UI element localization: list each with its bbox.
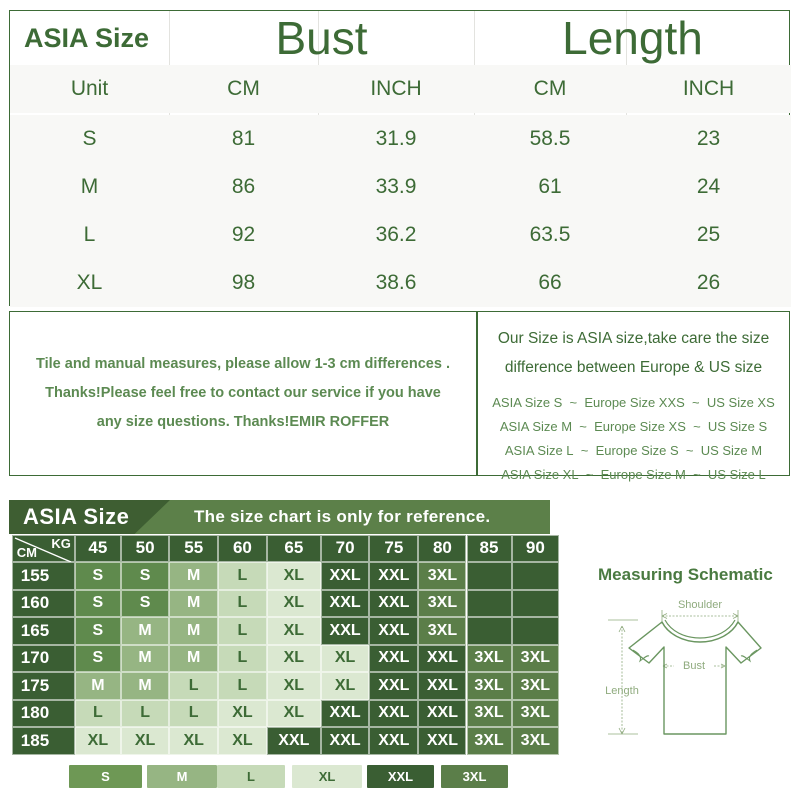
svg-text:Shoulder: Shoulder [678,599,722,611]
svg-text:Bust: Bust [683,660,705,672]
